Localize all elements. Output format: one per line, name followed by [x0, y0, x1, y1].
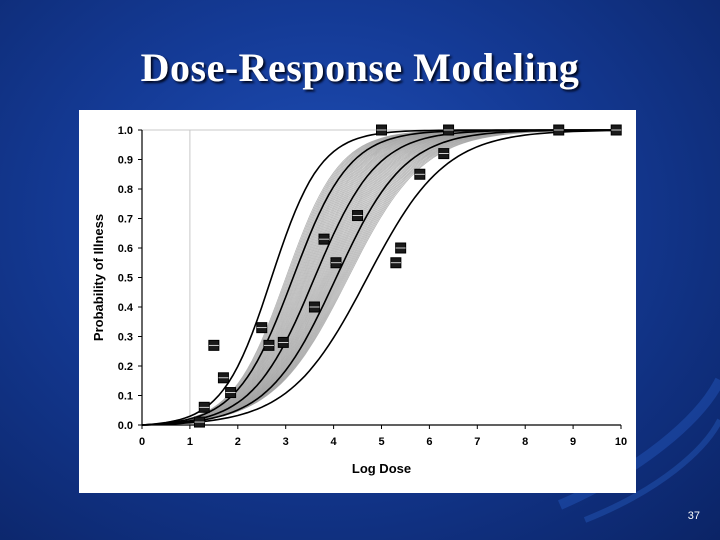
data-point: [414, 168, 426, 180]
black-curve-5: [141, 129, 622, 426]
x-tick-label: 0: [139, 436, 145, 448]
data-point: [318, 233, 330, 245]
x-axis-title: Log Dose: [352, 461, 411, 476]
data-point: [217, 372, 229, 384]
axes: [138, 129, 622, 429]
data-point: [376, 124, 387, 136]
slide-number: 37: [687, 510, 700, 522]
black-curve-4: [141, 129, 621, 426]
slide-title: Dose-Response Modeling: [140, 45, 580, 90]
data-point: [610, 124, 622, 136]
x-tick-label: 1: [187, 436, 193, 448]
y-tick-label: 0.0: [118, 420, 133, 432]
data-point: [443, 124, 455, 136]
y-tick-label: 0.8: [118, 184, 133, 196]
y-tick-label: 0.5: [118, 273, 133, 285]
x-tick-label: 5: [378, 436, 384, 448]
y-tick-label: 0.2: [118, 361, 133, 373]
x-tick-label: 3: [283, 436, 289, 448]
y-axis-title: Probability of Illness: [91, 214, 106, 341]
data-point: [395, 242, 407, 254]
data-point: [193, 416, 205, 428]
black-curves: [141, 129, 622, 426]
data-point: [330, 257, 342, 269]
data-point: [208, 339, 220, 351]
x-tick-label: 4: [331, 436, 338, 448]
y-tick-label: 1.0: [118, 125, 133, 137]
x-tick-label: 10: [615, 436, 627, 448]
data-point: [256, 322, 268, 334]
data-point: [553, 124, 565, 136]
data-point: [390, 257, 402, 269]
x-tick-label: 9: [570, 436, 576, 448]
y-tick-label: 0.7: [118, 214, 133, 226]
data-point: [263, 339, 275, 351]
y-tick-label: 0.1: [118, 391, 133, 403]
data-point: [352, 210, 364, 222]
data-point: [438, 148, 450, 160]
x-tick-label: 8: [522, 436, 528, 448]
gray-curve-band: [141, 129, 622, 426]
y-tick-label: 0.3: [118, 332, 133, 344]
data-points: [193, 124, 622, 428]
y-tick-label: 0.6: [118, 243, 133, 255]
x-tick-label: 7: [474, 436, 480, 448]
axis-labels: 0 1 2 3 4 5 6 7 8 9 10 0.0 0.1 0.2 0.3 0.4 0.5 0.6 0.7 0.8 0…: [91, 125, 627, 476]
y-tick-label: 0.9: [118, 155, 133, 167]
data-point: [225, 387, 237, 399]
gray-curve: [141, 129, 621, 426]
x-tick-label: 2: [235, 436, 241, 448]
data-point: [277, 336, 289, 348]
dose-response-chart: 0 1 2 3 4 5 6 7 8 9 10 0.0 0.1 0.2 0.3 0.4 0.5 0.6 0.7 0.8 0…: [91, 124, 627, 476]
chart-panel: 0 1 2 3 4 5 6 7 8 9 10 0.0 0.1 0.2 0.3 0.4 0.5 0.6 0.7 0.8 0…: [79, 110, 636, 493]
x-tick-label: 6: [426, 436, 432, 448]
data-point: [308, 301, 320, 313]
data-point: [198, 401, 210, 413]
y-tick-label: 0.4: [118, 302, 134, 314]
